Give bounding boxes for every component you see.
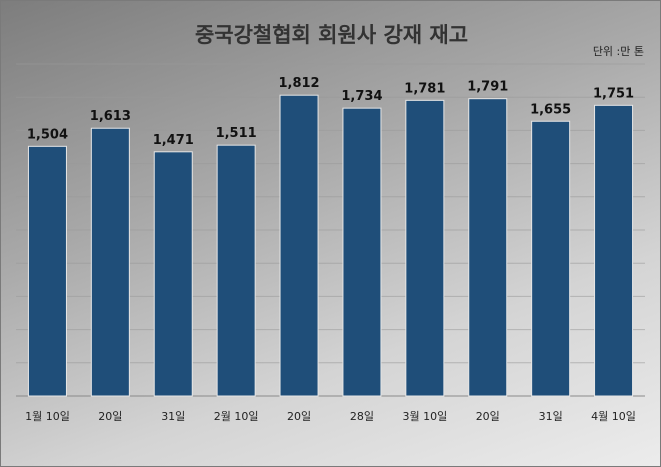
x-tick-label: 20일: [98, 409, 122, 423]
value-label: 1,812: [278, 76, 319, 91]
x-tick-label: 2월 10일: [214, 409, 259, 423]
value-label: 1,613: [90, 109, 131, 124]
value-labels: 1,504 1,613 1,471 1,511 1,812 1,734 1,781 1,791…: [27, 76, 634, 148]
x-tick-label: 1월 10일: [25, 409, 70, 423]
bar: [405, 99, 445, 397]
bar: [594, 104, 634, 397]
x-tick-label: 20일: [476, 409, 500, 423]
value-label: 1,471: [153, 133, 194, 148]
x-tick-label: 20일: [287, 409, 311, 423]
value-label: 1,751: [593, 86, 634, 101]
bar: [342, 107, 382, 397]
chart-title: 중국강철협회 회원사 강재 재고: [194, 23, 469, 47]
x-tick-label: 4월 10일: [591, 409, 636, 423]
value-label: 1,734: [341, 89, 382, 104]
x-tick-labels: 1월 10일 20일 31일 2월 10일 20일 28일 3월 10일 20일 31일 4월 1…: [25, 409, 636, 423]
x-tick-label: 31일: [539, 409, 563, 423]
bar: [468, 98, 508, 397]
value-label: 1,504: [27, 127, 68, 142]
x-tick-label: 31일: [161, 409, 185, 423]
x-tick-label: 3월 10일: [402, 409, 447, 423]
bar: [153, 151, 193, 397]
bar: [279, 94, 319, 397]
bar: [90, 127, 130, 397]
bar: [531, 120, 571, 397]
unit-label: 단위 :만 톤: [592, 45, 644, 58]
value-label: 1,655: [530, 102, 571, 117]
x-tick-label: 28일: [350, 409, 374, 423]
bar: [27, 145, 67, 397]
value-label: 1,791: [467, 80, 508, 95]
value-label: 1,511: [216, 126, 257, 141]
bar: [216, 144, 256, 397]
bars: [27, 94, 634, 397]
value-label: 1,781: [404, 81, 445, 96]
